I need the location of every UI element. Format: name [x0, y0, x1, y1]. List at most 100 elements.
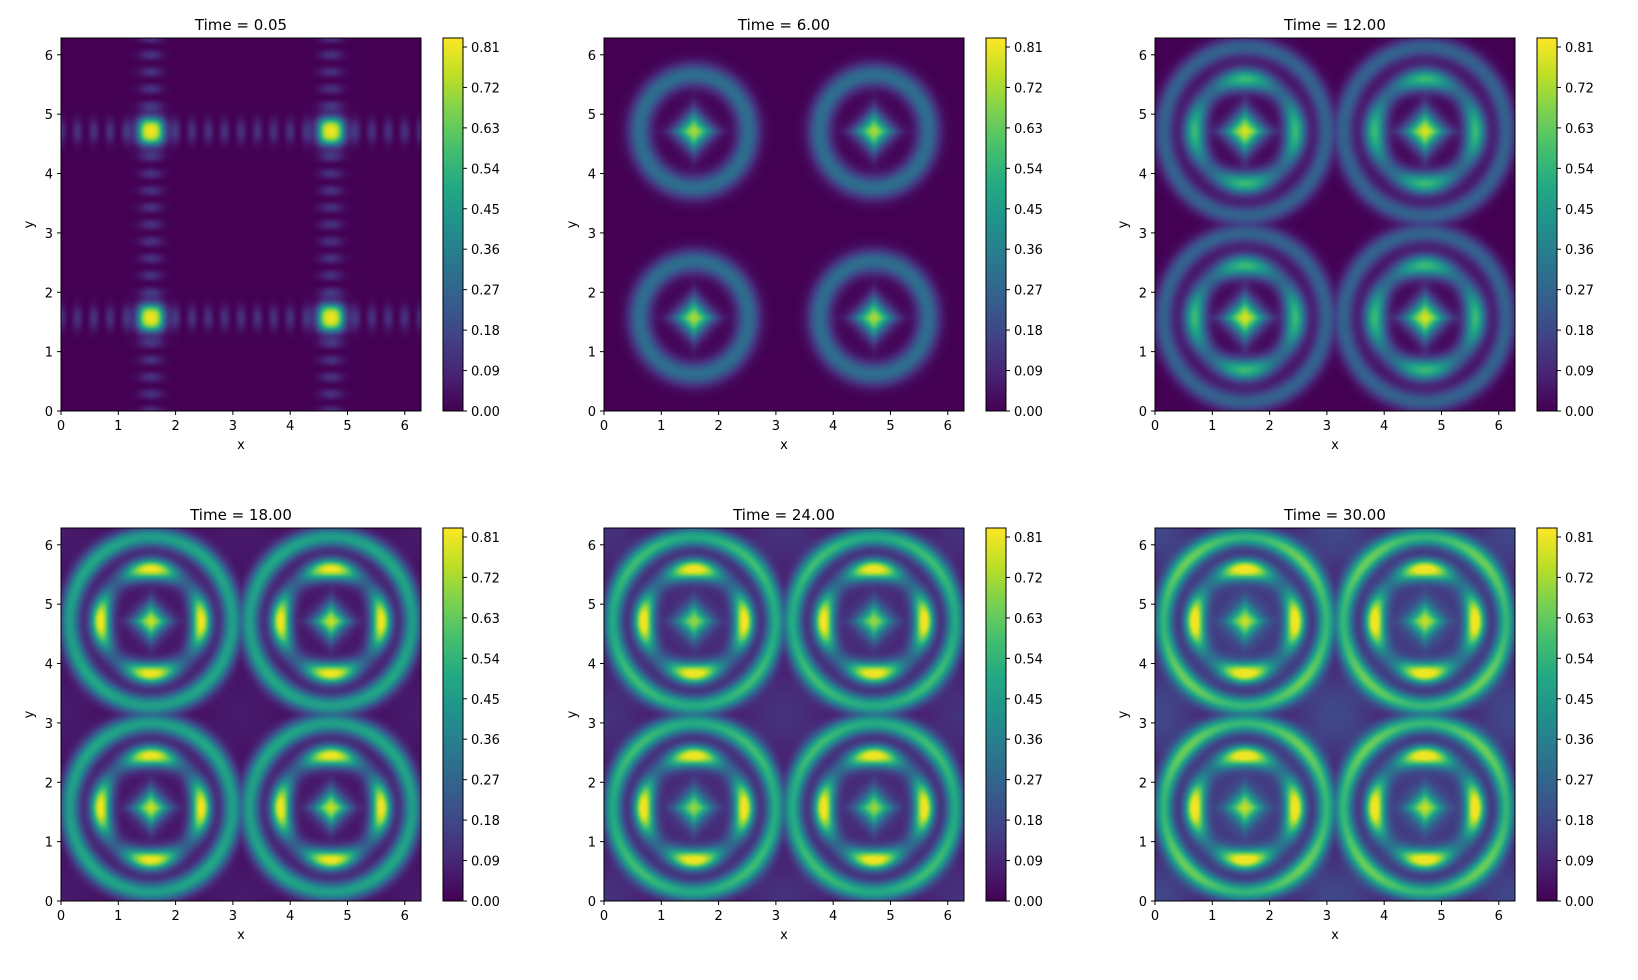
x-tick-label: 2 [714, 419, 722, 434]
colorbar-frame [442, 527, 464, 902]
colorbar-tick-label: 0.09 [1565, 855, 1594, 870]
y-tick-label: 5 [588, 108, 596, 123]
x-axis-label: x [1331, 928, 1339, 943]
colorbar-frame [1536, 37, 1558, 412]
subplot-svg: Time = 12.00 0 1 2 3 4 5 6 0 1 2 3 4 5 6 x y 0.00 0.09 0.18… [1116, 16, 1594, 453]
y-tick-label: 4 [1139, 168, 1147, 183]
subplot-svg: Time = 24.00 0 1 2 3 4 5 6 0 1 2 3 4 5 6 x y 0.00 0.09 0.18… [565, 506, 1043, 943]
colorbar-gradient [1537, 38, 1557, 411]
x-tick-label: 6 [1495, 419, 1503, 434]
plot-title: Time = 30.00 [1283, 506, 1386, 524]
axes-frame [1154, 527, 1516, 902]
x-tick-label: 5 [1437, 909, 1445, 924]
x-tick-label: 3 [772, 419, 780, 434]
y-axis-label: y [1116, 710, 1131, 718]
y-tick-label: 1 [45, 836, 53, 851]
x-tick-label: 2 [171, 909, 179, 924]
y-tick-label: 2 [588, 776, 596, 791]
colorbar-tick-label: 0.36 [471, 243, 500, 258]
x-tick-label: 6 [401, 419, 409, 434]
plot-title: Time = 0.05 [194, 16, 287, 34]
x-tick-label: 4 [829, 909, 837, 924]
colorbar-gradient [1537, 528, 1557, 901]
colorbar-tick-label: 0.81 [1014, 41, 1043, 56]
colorbar-tick-label: 0.54 [1014, 162, 1043, 177]
x-tick-label: 4 [286, 909, 294, 924]
axes-frame [1154, 37, 1516, 412]
heatmap-image [61, 38, 421, 411]
x-axis-label: x [237, 438, 245, 453]
subplot-svg: Time = 18.00 0 1 2 3 4 5 6 0 1 2 3 4 5 6 x y 0.00 0.09 0.18… [22, 506, 500, 943]
colorbar-tick-label: 0.09 [1014, 365, 1043, 380]
colorbar-tick-label: 0.81 [1014, 531, 1043, 546]
colorbar-tick-label: 0.63 [471, 612, 500, 627]
x-tick-label: 4 [286, 419, 294, 434]
heatmap-image [604, 528, 964, 901]
colorbar-gradient [443, 528, 463, 901]
colorbar-tick-label: 0.27 [1565, 284, 1594, 299]
y-tick-label: 6 [45, 539, 53, 554]
x-axis-label: x [237, 928, 245, 943]
colorbar-tick-label: 0.09 [471, 365, 500, 380]
colorbar-tick-label: 0.81 [471, 531, 500, 546]
colorbar-tick-label: 0.27 [471, 284, 500, 299]
subplot-time-24-00: Time = 24.00 0 1 2 3 4 5 6 0 1 2 3 4 5 6 x y 0.00 0.09 0.18… [543, 490, 1083, 980]
colorbar-tick-label: 0.72 [1014, 81, 1043, 96]
colorbar-gradient [443, 38, 463, 411]
colorbar-tick-label: 0.45 [1014, 693, 1043, 708]
colorbar-gradient [986, 528, 1006, 901]
colorbar-tick-label: 0.18 [1565, 324, 1594, 339]
colorbar-tick-label: 0.63 [1014, 122, 1043, 137]
x-tick-label: 5 [343, 419, 351, 434]
x-tick-label: 0 [600, 909, 608, 924]
x-tick-label: 1 [114, 909, 122, 924]
x-axis-label: x [1331, 438, 1339, 453]
y-tick-label: 5 [1139, 598, 1147, 613]
y-tick-label: 6 [1139, 49, 1147, 64]
x-axis-label: x [780, 928, 788, 943]
colorbar-tick-label: 0.36 [1014, 243, 1043, 258]
y-tick-label: 3 [45, 717, 53, 732]
colorbar-tick-label: 0.72 [1014, 571, 1043, 586]
colorbar-tick-label: 0.09 [1565, 365, 1594, 380]
x-tick-label: 5 [1437, 419, 1445, 434]
colorbar-tick-label: 0.18 [1014, 324, 1043, 339]
y-tick-label: 3 [1139, 717, 1147, 732]
colorbar-tick-label: 0.54 [471, 162, 500, 177]
y-tick-label: 6 [588, 539, 596, 554]
y-tick-label: 2 [588, 286, 596, 301]
subplot-time-12-00: Time = 12.00 0 1 2 3 4 5 6 0 1 2 3 4 5 6 x y 0.00 0.09 0.18… [1094, 0, 1634, 490]
y-tick-label: 5 [1139, 108, 1147, 123]
x-tick-label: 2 [171, 419, 179, 434]
colorbar-tick-label: 0.54 [1565, 652, 1594, 667]
y-tick-label: 2 [45, 286, 53, 301]
colorbar-tick-label: 0.54 [1014, 652, 1043, 667]
colorbar-tick-label: 0.72 [1565, 81, 1594, 96]
colorbar-tick-label: 0.72 [471, 81, 500, 96]
x-tick-label: 0 [1151, 909, 1159, 924]
x-tick-label: 6 [1495, 909, 1503, 924]
y-tick-label: 0 [45, 405, 53, 420]
y-tick-label: 1 [588, 346, 596, 361]
heatmap-image [1155, 38, 1515, 411]
y-tick-label: 1 [45, 346, 53, 361]
x-tick-label: 6 [401, 909, 409, 924]
y-tick-label: 6 [588, 49, 596, 64]
heatmap-image [604, 38, 964, 411]
subplot-svg: Time = 30.00 0 1 2 3 4 5 6 0 1 2 3 4 5 6 x y 0.00 0.09 0.18… [1116, 506, 1594, 943]
y-tick-label: 4 [588, 658, 596, 673]
colorbar-tick-label: 0.36 [1565, 733, 1594, 748]
colorbar-tick-label: 0.27 [471, 774, 500, 789]
y-axis-label: y [565, 220, 580, 228]
colorbar-tick-label: 0.18 [1565, 814, 1594, 829]
y-tick-label: 4 [588, 168, 596, 183]
colorbar-tick-label: 0.54 [1565, 162, 1594, 177]
y-tick-label: 2 [1139, 776, 1147, 791]
x-tick-label: 3 [1323, 419, 1331, 434]
colorbar-frame [985, 527, 1007, 902]
subplot-time-6-00: Time = 6.00 0 1 2 3 4 5 6 0 1 2 3 4 5 6 x y 0.00 0.09 0.18 0… [543, 0, 1083, 490]
colorbar-tick-label: 0.81 [1565, 531, 1594, 546]
colorbar-tick-label: 0.09 [471, 855, 500, 870]
colorbar-tick-label: 0.45 [1014, 203, 1043, 218]
colorbar-tick-label: 0.45 [1565, 203, 1594, 218]
